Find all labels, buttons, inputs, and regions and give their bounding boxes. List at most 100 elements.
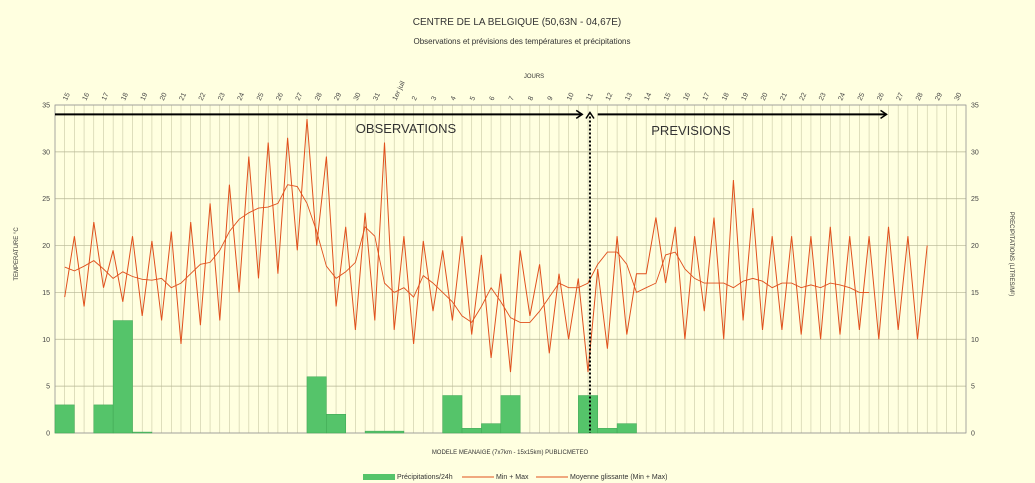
day-tick-label: 16: [682, 92, 692, 102]
day-tick-label: 24: [237, 92, 247, 102]
y-tick-left: 30: [42, 149, 50, 156]
day-tick-label: 24: [837, 92, 847, 102]
day-tick-label: 7: [508, 95, 516, 102]
day-tick-label: 26: [876, 92, 886, 102]
day-tick-label: 25: [256, 92, 266, 102]
day-tick-label: 15: [663, 92, 673, 102]
day-tick-label: 11: [586, 92, 595, 102]
day-tick-label: 3: [430, 95, 438, 102]
precip-bar: [364, 430, 405, 434]
observations-label: OBSERVATIONS: [356, 121, 457, 136]
precip-bar: [326, 414, 346, 434]
observations-arrow-head: [575, 109, 584, 119]
day-tick-label: 21: [779, 92, 789, 102]
y-tick-right: 25: [971, 196, 979, 203]
day-tick-label: 31: [372, 92, 382, 102]
y-tick-right: 20: [971, 243, 979, 250]
precip-bar: [481, 423, 502, 434]
day-tick-label: 14: [644, 92, 654, 102]
day-tick-label: 30: [954, 92, 964, 102]
day-tick-label: 4: [450, 95, 458, 102]
precip-bar: [442, 395, 463, 434]
day-tick-label: 23: [217, 92, 227, 102]
y-axis-label-left: TEMPERATURE °C: [14, 227, 20, 281]
y-tick-right: 10: [971, 337, 979, 344]
y-tick-left: 5: [46, 384, 50, 391]
day-tick-label: 27: [896, 92, 906, 102]
precip-bar: [93, 404, 114, 434]
day-tick-label: 28: [314, 92, 324, 102]
day-tick-label: 13: [624, 92, 634, 102]
previsions-arrow-head: [880, 109, 888, 119]
day-tick-label: 29: [934, 92, 944, 102]
y-tick-right: 15: [971, 290, 979, 297]
day-tick-label: 29: [334, 92, 344, 102]
day-tick-label: 23: [818, 92, 828, 102]
day-tick-label: 18: [721, 92, 731, 102]
top-axis-label: JOURS: [524, 74, 544, 80]
legend: Précipitations/24h Min + Max Moyenne gli…: [363, 474, 667, 481]
day-tick-label: 28: [915, 92, 925, 102]
day-tick-label: 17: [101, 92, 111, 102]
moving-avg-line: [64, 184, 870, 324]
precipitation-bars: [54, 320, 637, 434]
split-arrowhead: [585, 111, 595, 119]
y-tick-left: 0: [46, 431, 50, 438]
y-tick-right: 5: [971, 384, 975, 391]
y-tick-left: 35: [42, 103, 50, 110]
legend-swatch-precip: [363, 474, 395, 480]
day-tick-label: 1er juil: [392, 80, 407, 102]
arrows: [55, 109, 888, 433]
minmax-line: [64, 119, 928, 373]
chart-subtitle: Observations et prévisions des températu…: [414, 37, 631, 46]
day-tick-label: 16: [82, 92, 92, 102]
y-tick-left: 25: [42, 196, 50, 203]
y-tick-right: 0: [971, 431, 975, 438]
precip-bar: [597, 428, 618, 434]
precip-bar: [578, 395, 598, 434]
previsions-label: PREVISIONS: [651, 123, 731, 138]
day-tick-label: 21: [178, 92, 188, 102]
day-tick-label: 27: [295, 92, 305, 102]
legend-label-precip: Précipitations/24h: [397, 474, 453, 481]
day-tick-label: 20: [159, 92, 169, 102]
precip-bar: [112, 320, 133, 434]
chart-title: CENTRE DE LA BELGIQUE (50,63N - 04,67E): [413, 17, 621, 28]
day-tick-label: 15: [62, 92, 72, 102]
day-tick-label: 5: [469, 95, 477, 102]
day-tick-label: 20: [760, 92, 770, 102]
day-tick-label: 19: [741, 92, 751, 102]
y-tick-left: 10: [42, 337, 50, 344]
day-tick-label: 26: [275, 92, 285, 102]
day-tick-label: 12: [605, 92, 615, 102]
y-tick-right: 35: [971, 103, 979, 110]
day-tick-label: 10: [566, 92, 576, 102]
legend-label-moving-avg: Moyenne glissante (Min + Max): [570, 474, 667, 481]
precip-bar: [500, 395, 521, 434]
day-tick-label: 22: [799, 92, 809, 102]
day-tick-label: 25: [857, 92, 867, 102]
day-tick-label: 8: [527, 95, 535, 102]
temperature-lines: [64, 119, 928, 373]
precip-bar: [54, 404, 75, 434]
day-tick-label: 9: [547, 95, 555, 102]
day-tick-label: 18: [120, 92, 130, 102]
x-axis-label: MODELE MEANAIGE (7x7km - 15x15km) PUBLIC…: [432, 450, 589, 456]
day-tick-label: 6: [489, 95, 497, 102]
y-tick-left: 15: [42, 290, 50, 297]
y-axis-label-right: PRECIPITATIONS (LITRES/M²): [1008, 212, 1014, 296]
day-tick-label: 17: [702, 92, 712, 102]
precip-bar: [616, 423, 637, 434]
precip-bar: [306, 376, 327, 434]
precip-bar: [461, 428, 482, 434]
y-tick-left: 20: [42, 243, 50, 250]
day-tick-label: 30: [353, 92, 363, 102]
precip-bar: [132, 431, 153, 434]
legend-label-minmax: Min + Max: [496, 474, 529, 481]
day-tick-label: 22: [198, 92, 208, 102]
y-tick-right: 30: [971, 149, 979, 156]
day-tick-label: 19: [140, 92, 150, 102]
grid: [54, 104, 967, 434]
